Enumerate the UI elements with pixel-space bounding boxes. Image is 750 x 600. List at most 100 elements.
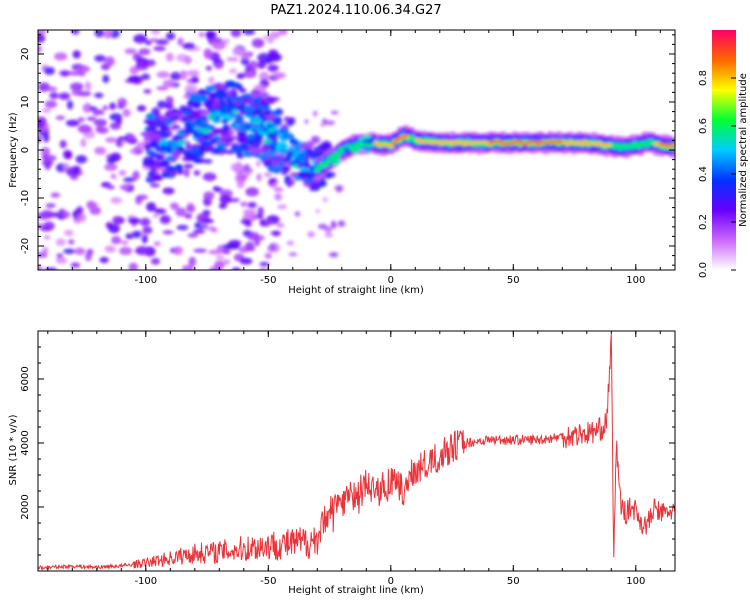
- ridge-band-cell: [447, 140, 453, 143]
- noise-blob: [38, 223, 46, 229]
- ridge-band-cell: [594, 140, 600, 146]
- signal-blob: [263, 138, 271, 145]
- noise-blob: [156, 71, 170, 79]
- ridge-band-cell: [650, 139, 656, 146]
- noise-blob: [312, 110, 318, 117]
- noise-blob: [176, 224, 189, 231]
- signal-blob: [212, 100, 221, 109]
- noise-blob: [322, 197, 328, 203]
- ridge-band-cell: [591, 142, 597, 146]
- signal-blob: [237, 134, 248, 143]
- ridge-band-cell: [535, 142, 541, 146]
- noise-blob: [255, 160, 261, 168]
- signal-blob: [159, 144, 168, 151]
- ridge-band-cell: [621, 143, 627, 150]
- signal-blob: [185, 142, 192, 150]
- noise-blob: [198, 32, 205, 38]
- noise-blob: [82, 103, 93, 114]
- noise-blob: [102, 105, 109, 111]
- noise-blob: [77, 213, 87, 222]
- noise-blob: [45, 203, 56, 208]
- noise-blob: [145, 40, 152, 46]
- snr-y-tick-label: 4000: [20, 430, 31, 455]
- signal-blob: [222, 124, 230, 133]
- noise-blob: [120, 240, 129, 245]
- signal-peak: [363, 134, 371, 139]
- signal-peak: [320, 158, 325, 163]
- ridge-band-cell: [474, 141, 480, 147]
- signal-blob: [226, 80, 236, 88]
- signal-blob: [200, 122, 211, 130]
- ridge-band-cell: [574, 141, 580, 145]
- ridge-band-cell: [453, 139, 459, 143]
- ridge-band-cell: [350, 144, 356, 150]
- noise-blob: [241, 172, 250, 178]
- ridge-band-cell: [479, 141, 485, 147]
- signal-blob: [242, 151, 253, 158]
- noise-blob: [71, 30, 80, 35]
- snr-x-tick-label: 0: [388, 576, 394, 587]
- noise-blob: [142, 226, 153, 234]
- ridge-band-cell: [412, 137, 418, 143]
- noise-blob: [94, 92, 104, 99]
- ridge-band-cell: [497, 140, 503, 144]
- signal-blob: [254, 153, 262, 158]
- signal-blob: [149, 140, 159, 149]
- noise-blob: [123, 177, 136, 183]
- noise-blob: [307, 231, 315, 238]
- noise-blob: [77, 117, 86, 122]
- noise-blob: [84, 81, 92, 91]
- spectrogram-x-ticks: -100 -50 0 50 100: [47, 30, 661, 286]
- signal-blob: [306, 148, 313, 156]
- noise-blob: [77, 90, 92, 97]
- noise-blob: [65, 119, 80, 127]
- noise-blob: [188, 256, 197, 267]
- signal-peak: [214, 111, 221, 116]
- noise-blob: [138, 48, 151, 56]
- noise-blob: [41, 146, 51, 156]
- snr-panel: -100 -50 0 50 100 2000 4000 6000 Height of str…: [8, 330, 676, 596]
- signal-blob: [283, 116, 290, 123]
- signal-peak: [232, 109, 239, 115]
- noise-blob: [41, 209, 54, 220]
- ridge-band-cell: [429, 138, 435, 144]
- ridge-band-cell: [576, 140, 582, 144]
- noise-blob: [133, 34, 148, 44]
- ridge-band-cell: [529, 140, 535, 144]
- ridge-band-cell: [562, 140, 568, 144]
- ridge-band-cell: [556, 141, 562, 145]
- ridge-band-cell: [421, 140, 427, 144]
- noise-blob: [128, 217, 141, 225]
- noise-blob: [269, 178, 278, 183]
- ridge-band-cell: [447, 141, 453, 147]
- signal-peak: [268, 129, 275, 133]
- noise-blob: [336, 185, 343, 193]
- noise-blob: [41, 108, 52, 113]
- signal-peak: [241, 122, 247, 127]
- spectrogram-y-tick-label: 0: [20, 147, 31, 153]
- noise-blob: [231, 267, 241, 270]
- noise-blob: [55, 238, 67, 246]
- signal-peak: [208, 125, 215, 130]
- ridge-band-cell: [471, 140, 477, 144]
- noise-blob: [66, 166, 80, 177]
- signal-blob: [239, 143, 248, 149]
- ridge-band-cell: [338, 147, 344, 153]
- ridge-band-cell: [609, 142, 615, 149]
- ridge-band-cell: [582, 140, 588, 144]
- ridge-band-cell: [471, 141, 477, 147]
- noise-blob: [129, 149, 137, 154]
- ridge-band-cell: [632, 141, 638, 147]
- ridge-band-cell: [603, 144, 609, 148]
- noise-blob: [110, 173, 117, 179]
- ridge-band-cell: [644, 141, 650, 147]
- noise-blob: [201, 218, 214, 224]
- noise-blob: [206, 30, 214, 41]
- spectrogram-x-tick-label: -100: [134, 275, 157, 286]
- ridge-band-cell: [485, 142, 491, 146]
- ridge-band-cell: [509, 141, 515, 145]
- noise-blob: [38, 116, 47, 125]
- signal-blob: [165, 155, 175, 161]
